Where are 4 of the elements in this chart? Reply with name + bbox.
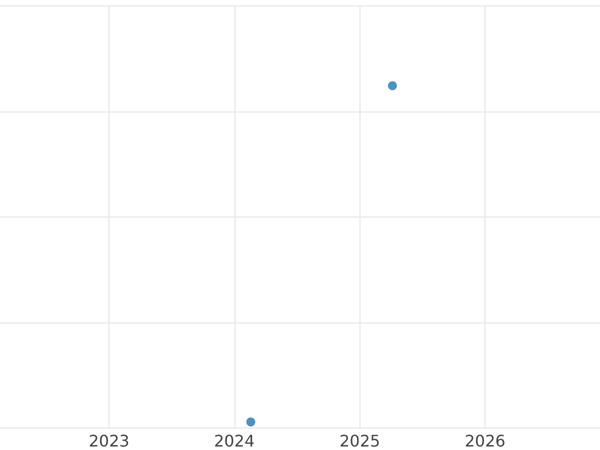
x-tick-label: 2023 [88,432,130,450]
x-tick-label: 2026 [464,432,506,450]
x-tick-label: 2024 [214,432,255,450]
x-tick-label: 2025 [340,432,380,450]
